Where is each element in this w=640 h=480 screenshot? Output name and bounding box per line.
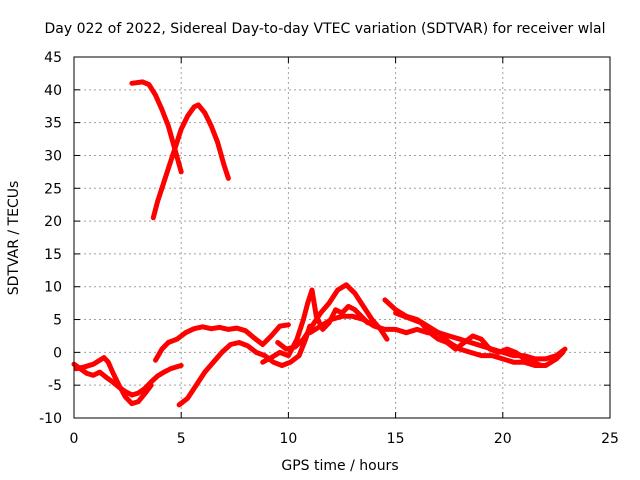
y-tick-label: 10 [44,280,62,296]
y-tick-label: 25 [44,181,62,197]
y-tick-label: 45 [44,50,62,66]
y-tick-label: 40 [44,83,62,99]
series-layer [71,79,568,408]
axis-ticks [73,56,611,419]
y-axis-label: SDTVAR / TECUs [6,181,22,296]
tick-labels: 0 5 10 15 20 25 -10 -5 0 5 10 15 20 25 30 35 40 45 [39,50,619,447]
x-tick-label: 25 [601,431,619,447]
y-tick-label: -5 [48,378,62,394]
y-tick-label: 15 [44,247,62,263]
x-tick-label: 15 [387,431,405,447]
y-tick-label: 0 [53,345,62,361]
series-line-arc-mid-1 [153,322,291,363]
y-tick-label: 5 [53,313,62,329]
x-tick-label: 5 [177,431,186,447]
grid [74,57,610,418]
series-line-arc-low-2 [73,355,154,407]
x-tick-label: 20 [494,431,512,447]
x-tick-label: 0 [70,431,79,447]
series-line-arc-high-2 [150,102,231,221]
plot-frame [73,56,611,419]
y-tick-label: 20 [44,214,62,230]
chart-title: Day 022 of 2022, Sidereal Day-to-day VTE… [44,21,605,37]
series-line-arc-mid-2 [176,323,313,408]
x-axis-label: GPS time / hours [281,458,398,474]
series-line-arc-mid-4 [275,282,390,352]
y-tick-label: 35 [44,116,62,132]
series-line-arc-mid-7 [393,310,544,368]
y-tick-label: -10 [39,411,62,427]
x-tick-label: 10 [279,431,297,447]
series-line-arc-low-1 [71,361,184,398]
y-tick-label: 30 [44,148,62,164]
